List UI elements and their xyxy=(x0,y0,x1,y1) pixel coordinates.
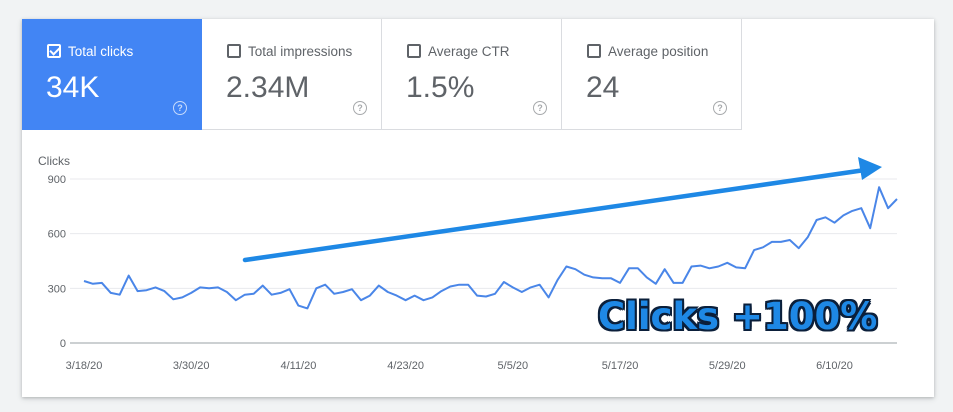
checkbox-unchecked-icon[interactable] xyxy=(587,44,601,58)
metric-tile-total-impressions[interactable]: Total impressions 2.34M ? xyxy=(202,19,382,130)
metric-value: 34K xyxy=(46,71,100,104)
checkbox-unchecked-icon[interactable] xyxy=(407,44,421,58)
help-circle-icon[interactable]: ? xyxy=(713,101,727,115)
clicks-growth-annotation: Clicks +100% xyxy=(598,295,878,338)
help-circle-icon[interactable]: ? xyxy=(353,101,367,115)
metric-tile-average-position[interactable]: Average position 24 ? xyxy=(562,19,742,130)
performance-card: Total clicks 34K ? Total impressions 2.3… xyxy=(22,19,934,397)
help-circle-icon[interactable]: ? xyxy=(173,101,187,115)
metric-label: Average CTR xyxy=(428,44,510,59)
metric-value: 1.5% xyxy=(406,71,475,104)
metric-tile-total-clicks[interactable]: Total clicks 34K ? xyxy=(22,19,202,130)
metric-tiles: Total clicks 34K ? Total impressions 2.3… xyxy=(22,19,742,130)
metric-label: Total clicks xyxy=(68,44,134,59)
metric-value: 2.34M xyxy=(226,71,310,104)
help-circle-icon[interactable]: ? xyxy=(533,101,547,115)
metric-tile-average-ctr[interactable]: Average CTR 1.5% ? xyxy=(382,19,562,130)
checkbox-unchecked-icon[interactable] xyxy=(227,44,241,58)
metric-label: Average position xyxy=(608,44,709,59)
checkbox-checked-icon[interactable] xyxy=(47,44,61,58)
metric-label: Total impressions xyxy=(248,44,353,59)
metric-value: 24 xyxy=(586,71,620,104)
